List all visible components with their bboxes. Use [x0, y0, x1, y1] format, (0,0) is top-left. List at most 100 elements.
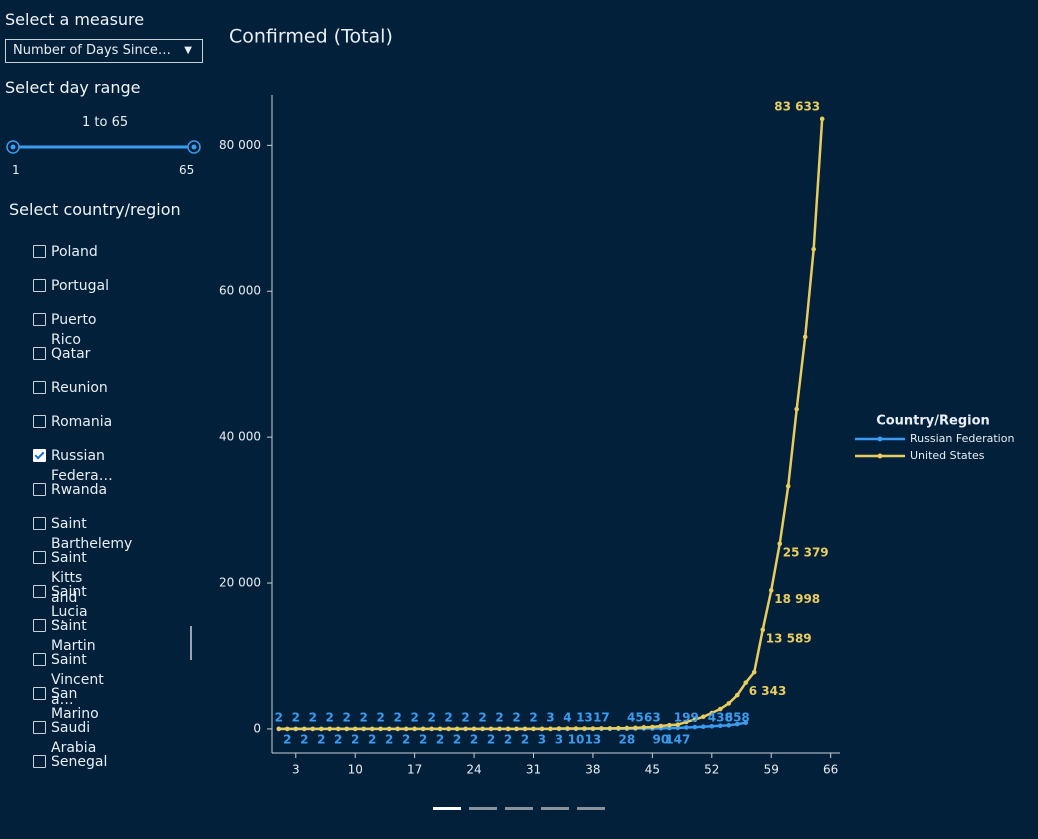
data-label: 2	[275, 711, 283, 725]
data-point	[454, 726, 460, 732]
data-point	[607, 726, 613, 731]
data-label: 28	[619, 733, 636, 747]
checkbox[interactable]	[33, 415, 46, 428]
data-label: 2	[444, 711, 452, 725]
x-tick-label: 45	[645, 763, 660, 777]
y-tick-label: 0	[253, 721, 261, 735]
legend-dot	[877, 436, 883, 442]
country-name: Saint Kitts and …	[51, 550, 87, 626]
measure-dropdown[interactable]: Number of Days Since… ▼	[5, 39, 203, 63]
data-point	[412, 726, 417, 732]
data-point	[684, 725, 689, 730]
data-point	[743, 720, 749, 726]
data-point	[717, 723, 723, 729]
data-label: 2	[470, 733, 478, 747]
data-point	[505, 726, 511, 732]
data-label: 13	[576, 711, 593, 725]
checkbox[interactable]	[33, 347, 46, 360]
legend-title: Country/Region	[876, 414, 990, 429]
data-point	[709, 723, 715, 729]
data-point	[318, 726, 324, 732]
data-label: 2	[495, 711, 503, 725]
data-point	[403, 726, 409, 732]
data-label: 13	[585, 733, 602, 747]
scrollbar[interactable]	[190, 626, 192, 660]
data-label: 45	[627, 711, 644, 725]
data-point	[701, 714, 706, 720]
data-label: 2	[478, 711, 486, 725]
checkbox[interactable]	[33, 245, 46, 258]
data-label: 2	[410, 711, 418, 725]
checkbox[interactable]	[33, 381, 46, 394]
checkbox[interactable]	[33, 687, 46, 700]
y-tick-label: 60 000	[219, 284, 261, 298]
data-label: 2	[360, 711, 368, 725]
data-label: 3	[546, 711, 554, 725]
country-name: Portugal	[51, 278, 109, 294]
data-label: 658	[725, 711, 750, 725]
data-point	[369, 726, 375, 732]
data-label: 13 589	[766, 631, 812, 645]
legend-dot	[877, 453, 883, 459]
y-tick-label: 20 000	[219, 576, 261, 590]
data-label: 2	[309, 711, 317, 725]
data-point	[276, 726, 282, 732]
checkbox[interactable]	[33, 585, 46, 598]
data-point	[327, 726, 333, 732]
y-tick-label: 80 000	[219, 138, 261, 152]
x-tick-label: 38	[585, 763, 600, 777]
range-handle-dot	[191, 144, 197, 150]
x-tick-label: 59	[764, 763, 779, 777]
page-dot[interactable]	[469, 807, 497, 810]
page-dot[interactable]	[433, 807, 461, 810]
data-label: 438	[708, 711, 733, 725]
data-point	[395, 726, 400, 732]
data-label: 2	[461, 711, 469, 725]
checkbox[interactable]	[33, 653, 46, 666]
checkbox[interactable]	[33, 755, 46, 768]
data-point	[726, 723, 732, 728]
data-label: 83 633	[774, 99, 820, 113]
checkbox[interactable]	[33, 313, 46, 326]
country-label: Select country/region	[9, 200, 181, 219]
data-label: 2	[343, 711, 351, 725]
checkbox[interactable]	[33, 551, 46, 564]
data-point	[751, 669, 757, 675]
data-label: 2	[334, 733, 342, 747]
checkbox[interactable]	[33, 619, 46, 632]
data-point	[463, 726, 468, 732]
checkbox[interactable]	[33, 517, 46, 530]
data-point	[480, 726, 485, 732]
checkbox[interactable]	[33, 449, 46, 462]
data-point	[522, 726, 528, 732]
data-label: 2	[504, 733, 512, 747]
x-tick-label: 3	[292, 763, 300, 777]
page-dot[interactable]	[505, 807, 533, 810]
country-name: San Marino	[51, 686, 99, 722]
checkbox[interactable]	[33, 721, 46, 734]
data-label: 199	[674, 711, 699, 725]
data-label: 2	[436, 733, 444, 747]
data-point	[471, 726, 477, 732]
x-tick-label: 52	[704, 763, 719, 777]
data-label: 2	[402, 733, 410, 747]
data-point	[531, 726, 536, 732]
x-tick-label: 24	[466, 763, 481, 777]
page-dot[interactable]	[541, 807, 569, 810]
range-max: 65	[179, 163, 195, 177]
data-point	[497, 726, 502, 732]
legend-label: United States	[910, 449, 985, 462]
checkbox[interactable]	[33, 279, 46, 292]
checkbox[interactable]	[33, 483, 46, 496]
range-min: 1	[12, 163, 20, 177]
page-dot[interactable]	[577, 807, 605, 810]
data-point	[684, 719, 689, 725]
x-tick-label: 17	[407, 763, 422, 777]
data-label: 25 379	[783, 545, 829, 559]
data-label: 18 998	[774, 592, 820, 606]
data-label: 6 343	[749, 684, 787, 698]
y-tick-label: 40 000	[219, 430, 261, 444]
data-point	[641, 725, 647, 730]
data-label: 2	[521, 733, 529, 747]
